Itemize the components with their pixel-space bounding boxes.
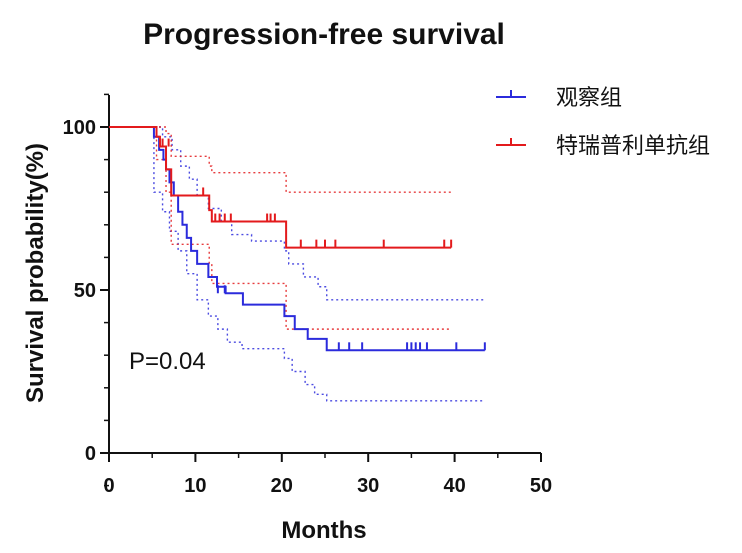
legend-label-treat: 特瑞普利单抗组 <box>556 134 710 159</box>
x-tick-label: 10 <box>184 475 206 497</box>
y-tick-label: 0 <box>85 443 96 465</box>
y-tick-label: 50 <box>74 280 96 302</box>
survival-curves <box>109 126 485 352</box>
p-value-annotation: P=0.04 <box>129 348 206 375</box>
chart-title: Progression-free survival <box>143 18 505 51</box>
treat-survival-curve <box>109 126 452 249</box>
x-tick-label: 50 <box>530 475 552 497</box>
x-tick-label: 30 <box>357 475 379 497</box>
legend-item-treat: 特瑞普利单抗组 <box>496 134 710 159</box>
x-tick-label: 20 <box>271 475 293 497</box>
legend: 观察组 特瑞普利单抗组 <box>496 86 710 159</box>
censor-marks <box>161 138 486 351</box>
x-tick-label: 40 <box>443 475 465 497</box>
y-tick-label: 100 <box>63 117 96 139</box>
x-axis-title: Months <box>281 517 366 544</box>
observe-ci-lower-line <box>109 126 485 402</box>
legend-item-observe: 观察组 <box>496 86 622 111</box>
legend-label-observe: 观察组 <box>556 86 622 111</box>
treat-ci-lower-line <box>109 126 452 330</box>
y-axis-title: Survival probability(%) <box>22 143 49 403</box>
observe-survival-curve <box>109 126 485 352</box>
